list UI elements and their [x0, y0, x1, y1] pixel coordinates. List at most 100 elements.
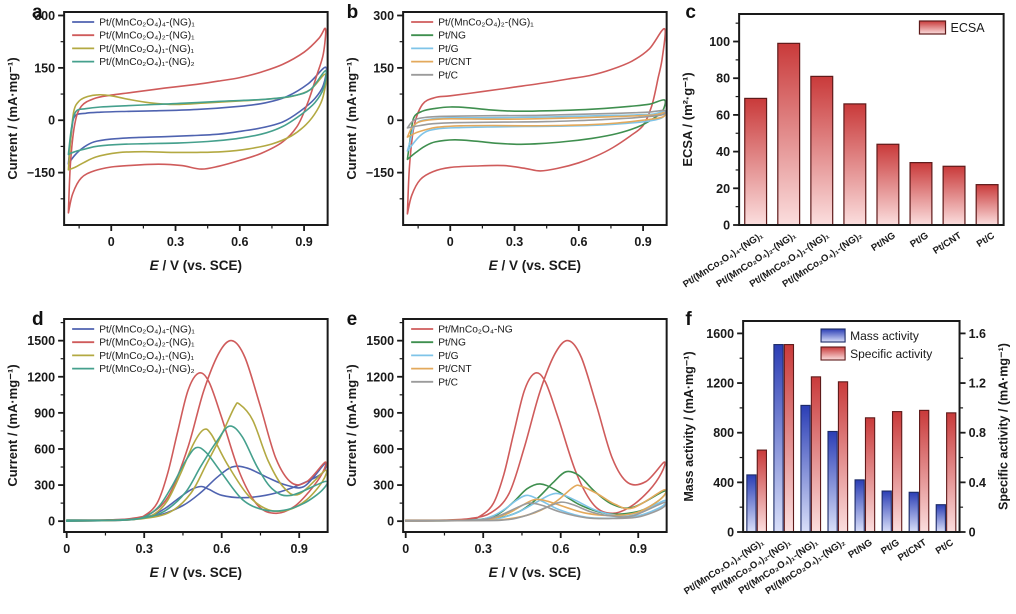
svg-text:900: 900 — [34, 406, 55, 420]
panel-e-letter: e — [346, 309, 358, 330]
svg-text:0: 0 — [387, 515, 394, 529]
svg-text:Pt/C: Pt/C — [438, 377, 458, 388]
svg-text:400: 400 — [714, 476, 735, 490]
svg-text:Current / (mA·mg⁻¹): Current / (mA·mg⁻¹) — [344, 57, 359, 179]
svg-text:E / V (vs. SCE): E / V (vs. SCE) — [488, 565, 580, 580]
svg-text:Pt/C: Pt/C — [934, 537, 956, 557]
svg-text:Pt/NG: Pt/NG — [438, 338, 466, 349]
svg-text:Pt/G: Pt/G — [438, 44, 458, 55]
svg-text:Current / (mA·mg⁻¹): Current / (mA·mg⁻¹) — [5, 57, 20, 179]
svg-text:ECSA: ECSA — [951, 21, 986, 35]
svg-text:0: 0 — [727, 526, 734, 540]
svg-text:0: 0 — [108, 235, 115, 249]
svg-text:0.6: 0.6 — [552, 542, 569, 556]
svg-text:Current / (mA·mg⁻¹): Current / (mA·mg⁻¹) — [5, 364, 20, 486]
panel-d: d 0 0.3 0.6 0.9 0 300 600 900 1200 1500 E / V (vs.… — [0, 307, 339, 614]
svg-text:1200: 1200 — [366, 370, 394, 384]
svg-text:Pt/(MnCo₂O₄)₄-(NG)₁: Pt/(MnCo₂O₄)₄-(NG)₁ — [99, 18, 195, 29]
svg-text:1500: 1500 — [27, 334, 55, 348]
panel-b: b 0 0.3 0.6 0.9 −150 0 150 300 E / V (vs. SCE) Cu… — [339, 0, 678, 307]
svg-text:0.9: 0.9 — [629, 542, 646, 556]
svg-text:Pt/(MnCo₂O₄)₁-(NG)₁: Pt/(MnCo₂O₄)₁-(NG)₁ — [99, 351, 194, 362]
svg-text:800: 800 — [714, 426, 735, 440]
svg-text:Current / (mA·mg⁻¹): Current / (mA·mg⁻¹) — [344, 364, 359, 486]
svg-text:60: 60 — [717, 108, 731, 122]
svg-text:150: 150 — [34, 61, 55, 75]
svg-text:Pt/(MnCo₂O₄)₂-(NG)₁: Pt/(MnCo₂O₄)₂-(NG)₁ — [99, 31, 195, 42]
svg-text:0.6: 0.6 — [231, 235, 248, 249]
panel-b-chart: 0 0.3 0.6 0.9 −150 0 150 300 E / V (vs. SCE) Curr… — [344, 9, 668, 273]
svg-text:0.3: 0.3 — [136, 542, 153, 556]
svg-text:300: 300 — [373, 479, 394, 493]
svg-text:E / V (vs. SCE): E / V (vs. SCE) — [150, 258, 242, 273]
svg-text:ECSA / (m²·g⁻¹): ECSA / (m²·g⁻¹) — [680, 72, 695, 166]
svg-text:0.6: 0.6 — [213, 542, 230, 556]
svg-text:0.3: 0.3 — [167, 235, 184, 249]
svg-text:Pt/CNT: Pt/CNT — [896, 537, 929, 564]
svg-text:Mass activity: Mass activity — [850, 329, 919, 343]
panel-b-letter: b — [346, 2, 359, 23]
svg-text:Pt/(MnCo₂O₄)₂-(NG)₁: Pt/(MnCo₂O₄)₂-(NG)₁ — [438, 18, 534, 29]
panel-d-chart: 0 0.3 0.6 0.9 0 300 600 900 1200 1500 E / V (vs. S… — [5, 318, 329, 580]
svg-text:Pt/C: Pt/C — [975, 230, 997, 250]
svg-text:0: 0 — [63, 542, 70, 556]
svg-text:0.3: 0.3 — [505, 235, 522, 249]
svg-text:Pt/(MnCo₂O₄)₁-(NG)₂: Pt/(MnCo₂O₄)₁-(NG)₂ — [99, 364, 194, 375]
panel-c: c 0 20 40 60 80 100 ECSA / (m²·g⁻¹) Pt/(MnCo₂O₄… — [677, 0, 1016, 307]
svg-text:1500: 1500 — [366, 334, 394, 348]
svg-text:100: 100 — [710, 35, 731, 49]
svg-text:40: 40 — [717, 145, 731, 159]
svg-text:Pt/NG: Pt/NG — [870, 230, 898, 254]
panel-a-chart: 0 0.3 0.6 0.9 −150 0 150 300 E / V (vs. SCE) Curr… — [5, 9, 329, 273]
svg-text:Pt/C: Pt/C — [438, 70, 458, 81]
svg-text:300: 300 — [373, 9, 394, 23]
svg-text:Pt/G: Pt/G — [438, 351, 458, 362]
svg-text:1.6: 1.6 — [969, 327, 986, 341]
svg-text:20: 20 — [717, 182, 731, 196]
svg-text:1.2: 1.2 — [969, 377, 986, 391]
svg-text:Specific activity: Specific activity — [850, 347, 932, 361]
svg-text:300: 300 — [34, 9, 55, 23]
svg-text:E / V (vs. SCE): E / V (vs. SCE) — [150, 565, 242, 580]
svg-text:0.9: 0.9 — [295, 235, 312, 249]
svg-text:−150: −150 — [27, 166, 55, 180]
svg-text:Pt/(MnCo₂O₄)₁-(NG)₂: Pt/(MnCo₂O₄)₁-(NG)₂ — [99, 57, 194, 68]
svg-text:0: 0 — [969, 526, 976, 540]
svg-text:900: 900 — [373, 406, 394, 420]
panel-f-letter: f — [685, 309, 692, 330]
panel-a: a 0 0.3 0.6 0.9 −150 0 150 300 E / V (vs. SCE) Cu… — [0, 0, 339, 307]
svg-text:Mass activity / (mA·mg⁻¹): Mass activity / (mA·mg⁻¹) — [682, 351, 696, 501]
svg-text:0.6: 0.6 — [570, 235, 587, 249]
svg-text:0.9: 0.9 — [291, 542, 308, 556]
svg-text:600: 600 — [34, 442, 55, 456]
svg-text:0: 0 — [48, 114, 55, 128]
svg-text:Pt/MnCo₂O₄-NG: Pt/MnCo₂O₄-NG — [438, 325, 513, 336]
panel-a-letter: a — [32, 2, 43, 23]
svg-text:Pt/CNT: Pt/CNT — [931, 230, 964, 257]
svg-text:0.3: 0.3 — [474, 542, 491, 556]
svg-text:0: 0 — [723, 219, 730, 233]
svg-text:Pt/(MnCo₂O₄)₁-(NG)₁: Pt/(MnCo₂O₄)₁-(NG)₁ — [99, 44, 194, 55]
svg-text:0: 0 — [402, 542, 409, 556]
svg-text:1200: 1200 — [27, 370, 55, 384]
svg-text:300: 300 — [34, 479, 55, 493]
panel-f: f Pt/(MnCo₂O₄)₄-(NG)₁ Pt/(MnCo₂O₄)₂-(NG)₁… — [677, 307, 1016, 614]
svg-text:80: 80 — [717, 72, 731, 86]
svg-text:Pt/NG: Pt/NG — [438, 31, 466, 42]
svg-text:Pt/(MnCo₂O₄)₄-(NG)₁: Pt/(MnCo₂O₄)₄-(NG)₁ — [99, 325, 195, 336]
svg-text:0: 0 — [387, 114, 394, 128]
svg-text:Pt/NG: Pt/NG — [847, 537, 875, 561]
panel-d-letter: d — [32, 309, 44, 330]
svg-text:Specific activity / (mA·mg⁻¹): Specific activity / (mA·mg⁻¹) — [997, 343, 1011, 510]
svg-text:0.4: 0.4 — [969, 476, 986, 490]
svg-text:0.9: 0.9 — [634, 235, 651, 249]
svg-text:0.8: 0.8 — [969, 426, 986, 440]
svg-text:1200: 1200 — [707, 377, 735, 391]
svg-text:Pt/CNT: Pt/CNT — [438, 364, 471, 375]
svg-text:−150: −150 — [366, 166, 394, 180]
svg-text:0: 0 — [48, 515, 55, 529]
panel-e: e 0 0.3 0.6 0.9 0 300 600 900 1200 1500 E / V (vs.… — [339, 307, 678, 614]
svg-text:150: 150 — [373, 61, 394, 75]
